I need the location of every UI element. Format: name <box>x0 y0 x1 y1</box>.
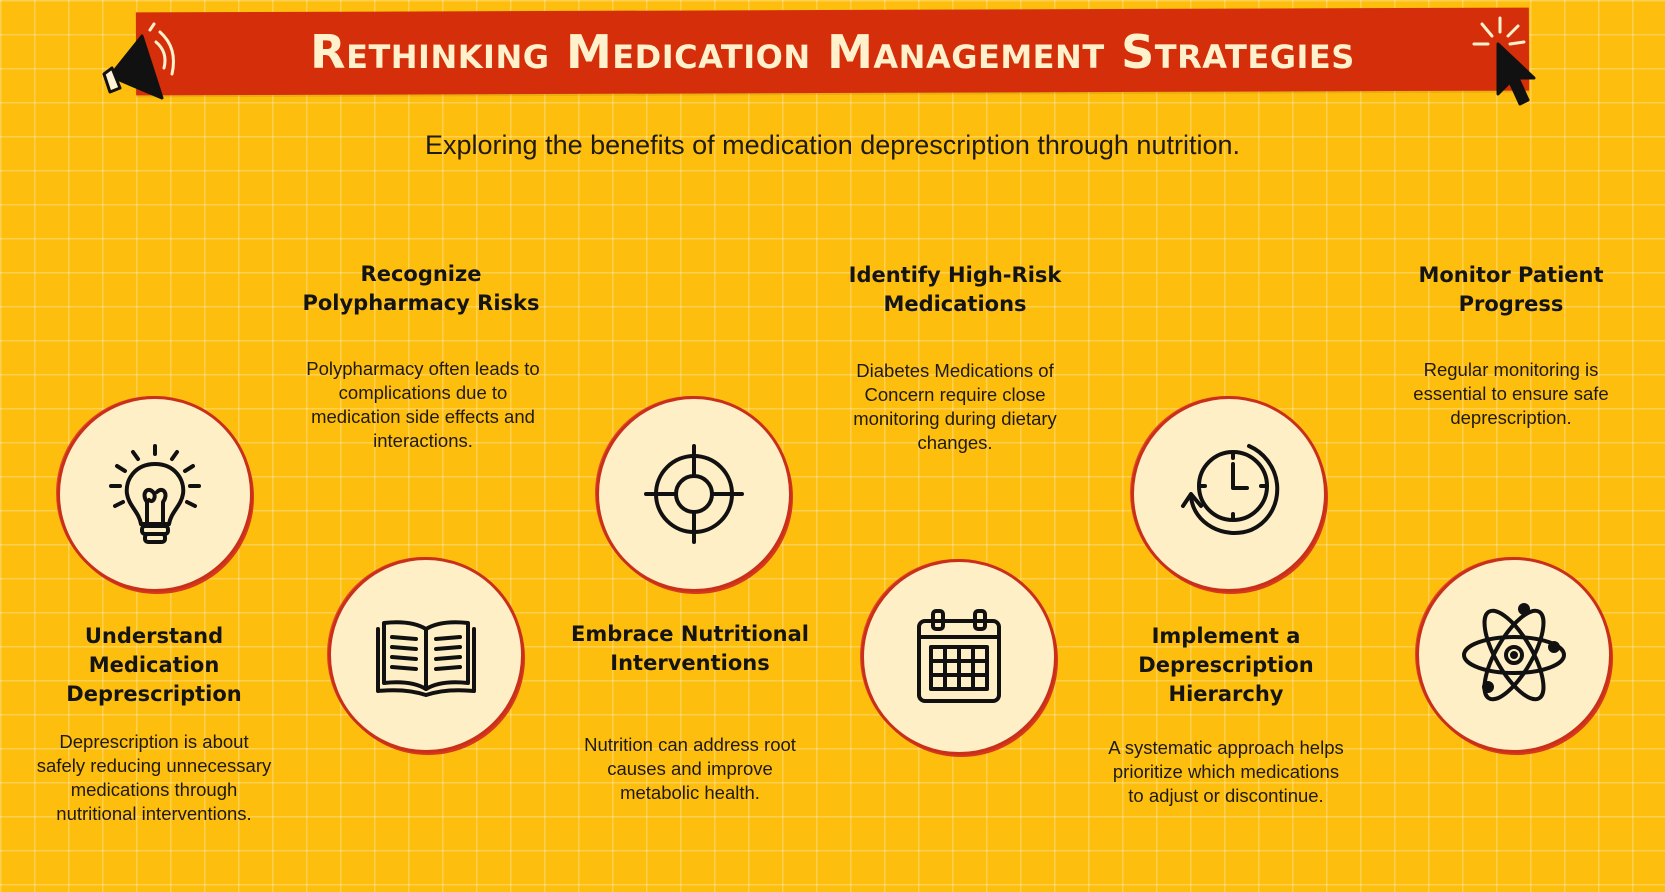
calendar-icon <box>917 609 1001 703</box>
step-4-text: Diabetes Medications of Concern require … <box>853 360 1057 453</box>
page-subtitle: Exploring the benefits of medication dep… <box>425 130 1240 160</box>
step-1-circle <box>57 396 253 592</box>
step-4-circle <box>861 559 1057 755</box>
step-5-circle <box>1131 396 1327 592</box>
atom-icon <box>1462 603 1566 702</box>
page-title: Rethinking Medication Management Strateg… <box>310 24 1355 79</box>
step-2-heading: Recognize Polypharmacy Risks <box>302 262 540 315</box>
crosshair-target-icon <box>644 444 744 544</box>
step-6-text: Regular monitoring is essential to ensur… <box>1413 359 1609 428</box>
step-6-circle <box>1416 557 1612 753</box>
step-4-heading: Identify High-Risk Medications <box>848 263 1062 316</box>
clock-cycle-icon <box>1181 444 1280 535</box>
step-3-heading: Embrace Nutritional Interventions <box>571 622 809 675</box>
cursor-click-icon <box>1472 16 1536 106</box>
step-2-text: Polypharmacy often leads to complication… <box>306 358 540 451</box>
step-5-text: A systematic approach helps prioritize w… <box>1108 737 1344 806</box>
step-5-heading: Implement a Deprescription Hierarchy <box>1138 624 1314 706</box>
step-3-text: Nutrition can address root causes and im… <box>584 734 796 803</box>
step-6-heading: Monitor Patient Progress <box>1418 263 1604 316</box>
open-book-icon <box>376 620 476 697</box>
step-3-circle <box>596 396 792 592</box>
megaphone-icon <box>102 22 175 100</box>
step-1-text: Deprescription is about safely reducing … <box>36 731 272 824</box>
step-1-heading: Understand Medication Deprescription <box>66 624 242 706</box>
step-2-circle <box>328 557 524 753</box>
lightbulb-icon <box>109 444 201 544</box>
